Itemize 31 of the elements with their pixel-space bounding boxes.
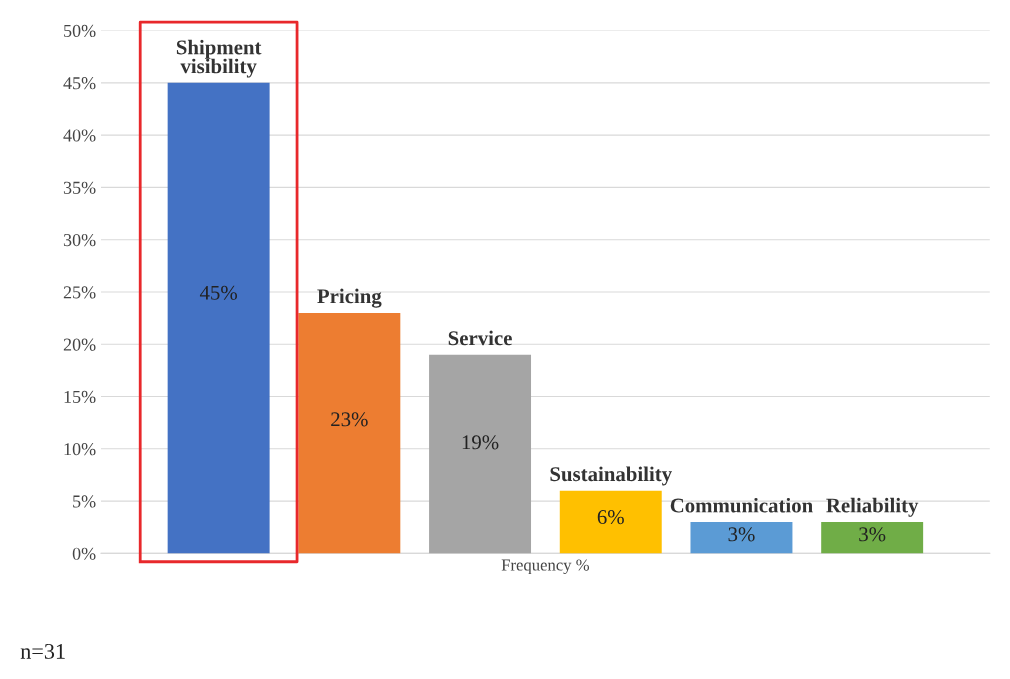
y-tick-label: 10% <box>64 443 96 456</box>
x-tick-label: Reliability <box>826 497 919 517</box>
x-tick-label: Pricing <box>317 288 382 308</box>
y-tick-label: 25% <box>63 286 96 299</box>
y-tick-label: 15% <box>64 390 96 404</box>
bar <box>429 354 532 554</box>
bar <box>821 522 924 554</box>
y-tick-label: 35% <box>63 181 96 194</box>
x-tick-label: Sustainability <box>550 466 672 486</box>
data-label: 19% <box>462 435 499 450</box>
bar <box>559 490 662 554</box>
y-tick-label: 30% <box>63 233 96 247</box>
data-label: 3% <box>859 527 886 542</box>
x-tick-label: Communication <box>670 497 813 513</box>
bar <box>690 522 793 554</box>
y-tick-label: 0% <box>72 547 96 560</box>
x-axis-title: Frequency % <box>501 559 590 575</box>
x-tick-label: Service <box>448 330 512 346</box>
y-tick-label: 5% <box>73 495 96 508</box>
bar <box>167 82 270 554</box>
y-tick-label: 20% <box>63 338 96 351</box>
y-tick-label: 45% <box>63 77 96 90</box>
data-label: 45% <box>199 285 238 300</box>
data-label: 23% <box>331 412 368 427</box>
y-tick-label: 50% <box>64 24 96 38</box>
data-label: 3% <box>728 527 755 542</box>
bar <box>298 312 401 554</box>
y-tick-label: 40% <box>63 129 96 142</box>
x-tick-label: Shipment visibility <box>176 39 262 78</box>
text: n=31 <box>20 643 65 659</box>
data-label: 6% <box>597 510 624 525</box>
